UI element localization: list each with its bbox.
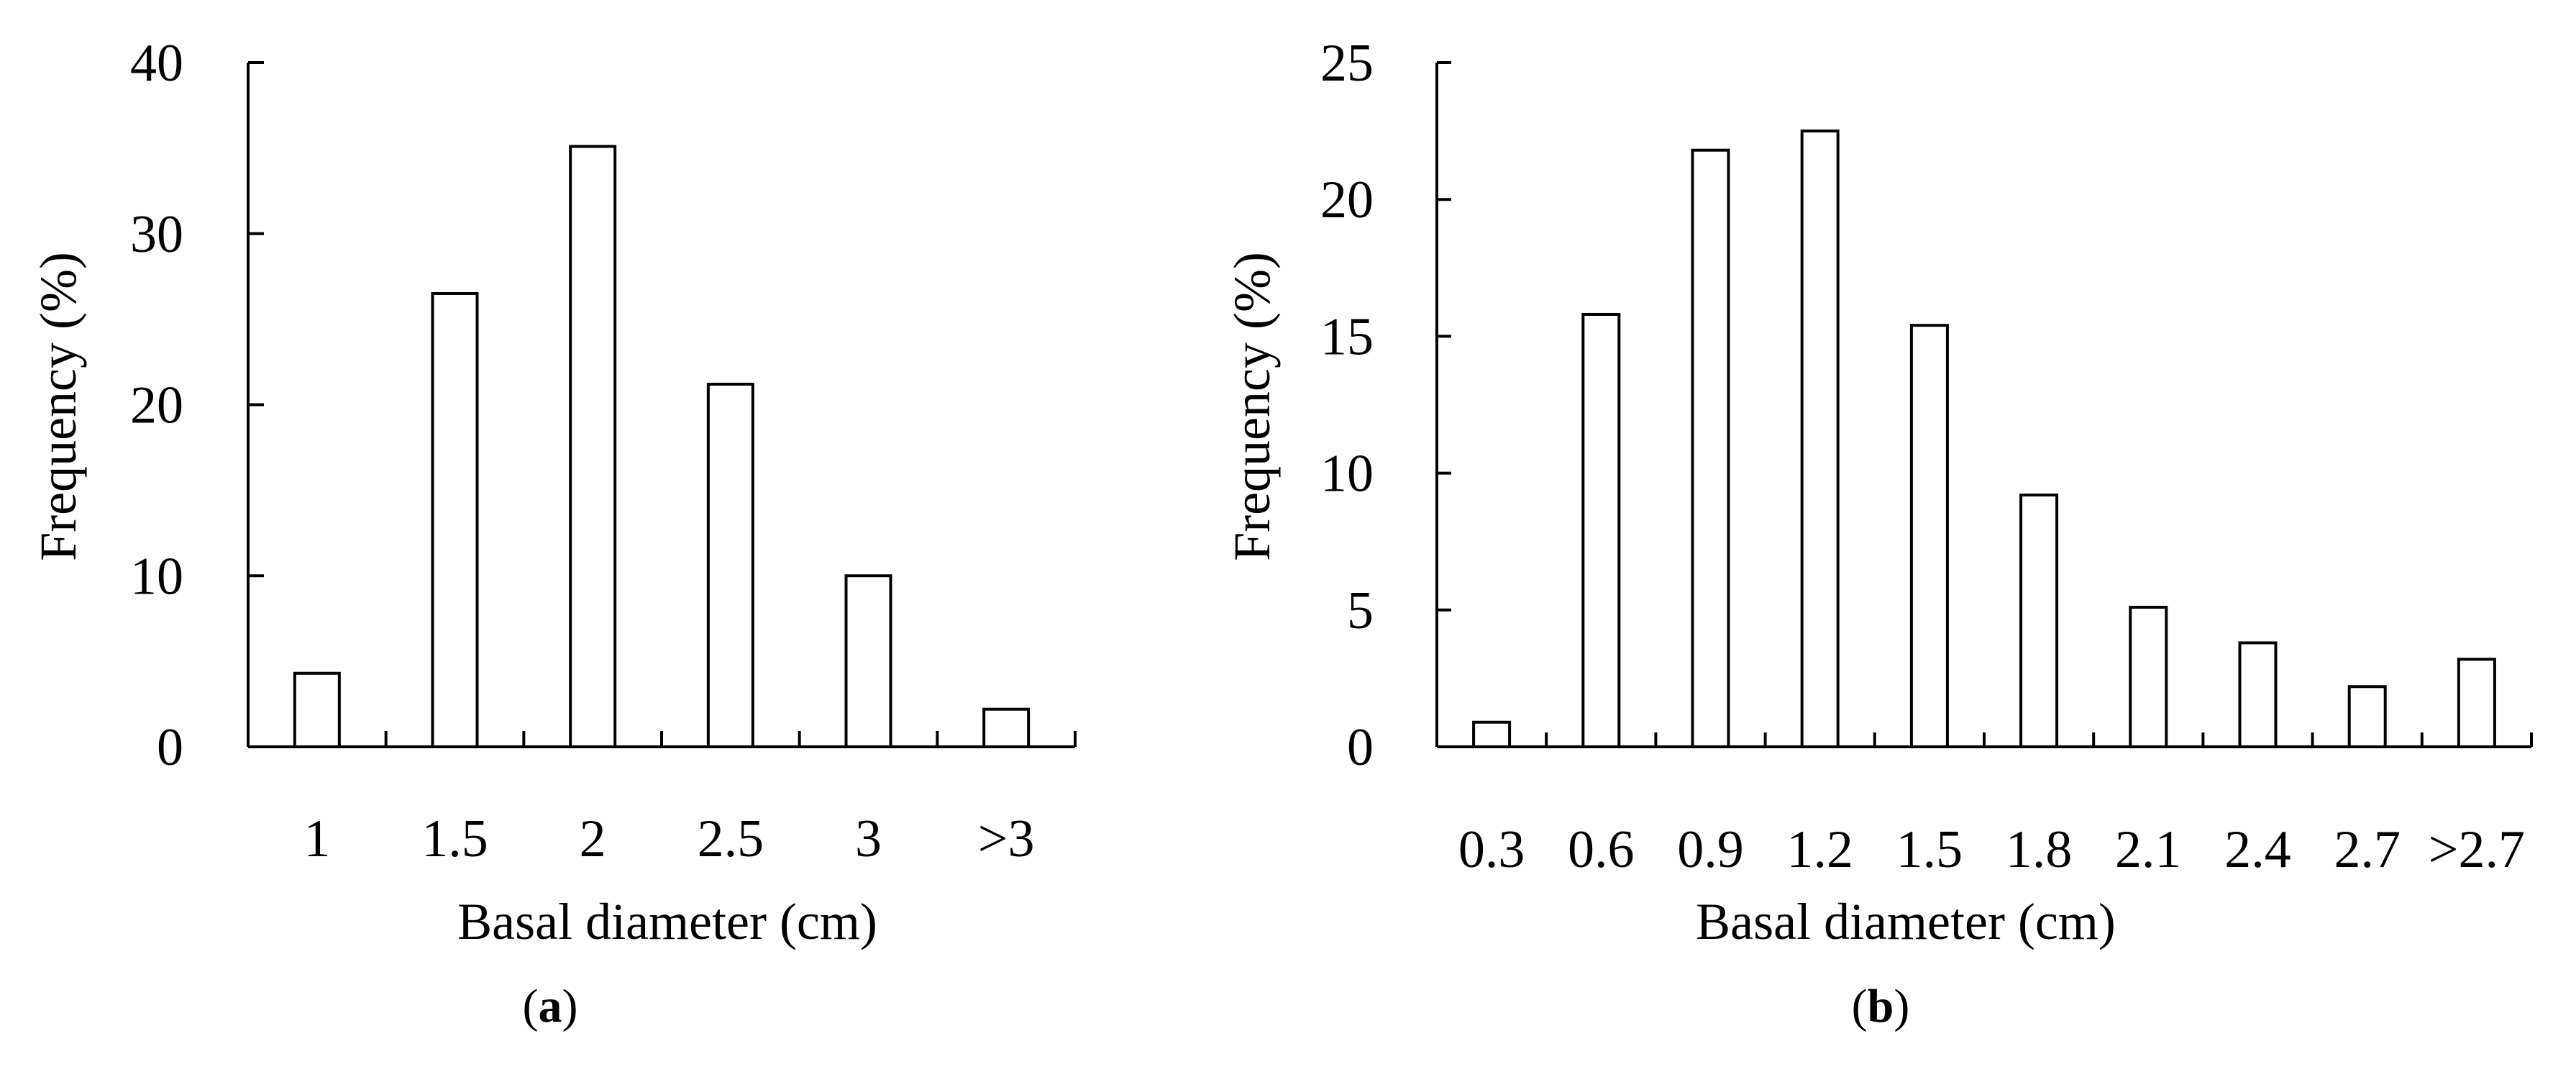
bar [2019,494,2059,748]
bar [431,291,479,748]
y-tick-label: 0 [157,718,183,777]
y-tick-label: 20 [1320,171,1374,230]
bar [2238,641,2278,748]
x-tick-label: 3 [855,809,882,868]
x-tick-label: 1.2 [1786,820,1853,879]
y-tick-label: 25 [1320,34,1374,93]
x-tick-label: 0.6 [1568,820,1635,879]
y-tick-label: 15 [1320,307,1374,366]
panel-label-b: (b) [1852,980,1910,1032]
bar [1472,720,1512,748]
y-tick-label: 20 [130,376,183,435]
x-tick-label: 2.1 [2115,820,2182,879]
x-tick-label: 2.5 [698,809,764,868]
y-tick-label: 10 [130,547,183,606]
x-tick-label: >2.7 [2429,820,2525,879]
y-tick-label: 5 [1347,581,1374,640]
x-tick-label: 0.3 [1458,820,1525,879]
y-tick-label: 40 [130,34,183,93]
y-tick-label: 0 [1347,718,1374,777]
x-axis-title-a: Basal diameter (cm) [457,893,877,950]
bar [2457,658,2496,748]
x-tick-label: 1.5 [1896,820,1963,879]
panel-letter-b: b [1868,980,1894,1032]
x-axis-title-b: Basal diameter (cm) [1696,893,2116,950]
x-tick-label: 1.8 [2006,820,2073,879]
bar [844,574,892,748]
x-tick-label: 1.5 [421,809,488,868]
x-tick-label: 2 [580,809,606,868]
y-axis-title-b: Frequency (%) [1223,252,1281,561]
x-tick-label: 1 [303,809,330,868]
bar [1800,130,1840,749]
bar [1909,324,1949,748]
bar [706,382,754,748]
bar [293,671,341,749]
bar [2347,685,2387,749]
panel-label-a: (a) [523,980,578,1032]
x-tick-label: 2.4 [2224,820,2291,879]
y-tick-label: 10 [1320,445,1374,504]
chart-panel-b: Frequency (%) Basal diameter (cm) (b) 0 5… [1223,34,2533,1032]
bar [1691,148,1730,748]
panel-letter-a: a [539,980,562,1032]
chart-panel-a: Frequency (%) Basal diameter (cm) (a) 0 1… [29,34,1077,1032]
y-axis-title-a: Frequency (%) [29,252,87,561]
bar [569,145,617,748]
bar [2129,605,2168,748]
x-tick-label: 0.9 [1677,820,1744,879]
x-tick-label: 2.7 [2334,820,2401,879]
bar [1581,312,1621,748]
y-tick-label: 30 [130,205,183,264]
bar [982,707,1031,749]
x-tick-label: >3 [978,809,1035,868]
